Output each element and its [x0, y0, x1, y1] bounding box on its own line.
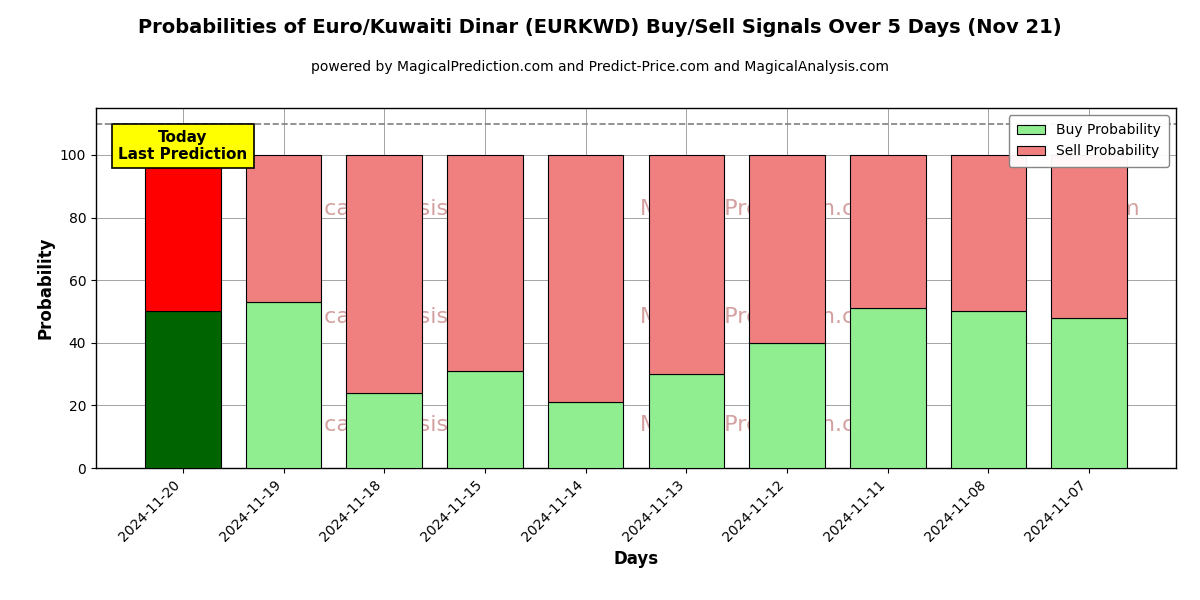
Bar: [246, 302, 322, 468]
Text: Today
Last Prediction: Today Last Prediction: [119, 130, 247, 163]
Text: MagicalPrediction.com: MagicalPrediction.com: [641, 199, 890, 219]
Text: MagicalPrediction.com: MagicalPrediction.com: [641, 415, 890, 435]
X-axis label: Days: Days: [613, 550, 659, 568]
Bar: [448, 155, 523, 371]
Bar: [648, 374, 724, 468]
Bar: [950, 311, 1026, 468]
Text: MagicalAnalysis.com: MagicalAnalysis.com: [271, 307, 504, 327]
Bar: [448, 371, 523, 468]
Bar: [347, 155, 422, 393]
Bar: [145, 311, 221, 468]
Text: Probabilities of Euro/Kuwaiti Dinar (EURKWD) Buy/Sell Signals Over 5 Days (Nov 2: Probabilities of Euro/Kuwaiti Dinar (EUR…: [138, 18, 1062, 37]
Bar: [749, 343, 824, 468]
Bar: [950, 155, 1026, 311]
Text: MagicalAnalysis.com: MagicalAnalysis.com: [271, 415, 504, 435]
Bar: [749, 155, 824, 343]
Bar: [850, 308, 925, 468]
Bar: [145, 155, 221, 311]
Bar: [548, 402, 624, 468]
Bar: [850, 155, 925, 308]
Y-axis label: Probability: Probability: [36, 237, 54, 339]
Text: powered by MagicalPrediction.com and Predict-Price.com and MagicalAnalysis.com: powered by MagicalPrediction.com and Pre…: [311, 60, 889, 74]
Text: MagicalPrediction.com: MagicalPrediction.com: [641, 307, 890, 327]
Text: n.com: n.com: [1072, 199, 1140, 219]
Bar: [347, 393, 422, 468]
Legend: Buy Probability, Sell Probability: Buy Probability, Sell Probability: [1009, 115, 1169, 167]
Bar: [648, 155, 724, 374]
Bar: [246, 155, 322, 302]
Text: MagicalAnalysis.com: MagicalAnalysis.com: [271, 199, 504, 219]
Bar: [1051, 155, 1127, 318]
Bar: [548, 155, 624, 402]
Bar: [1051, 318, 1127, 468]
